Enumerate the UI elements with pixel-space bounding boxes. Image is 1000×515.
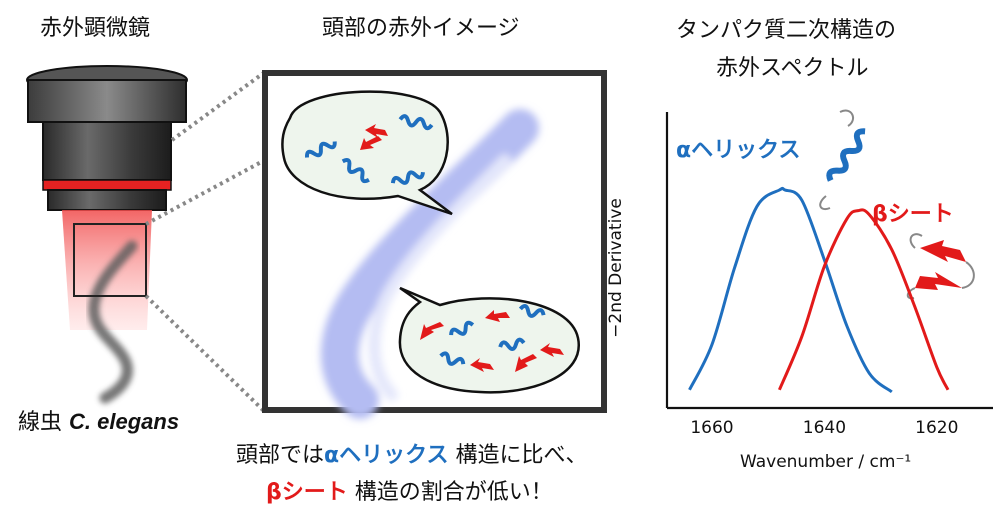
microscope-illustration bbox=[26, 65, 188, 330]
helix-label: αヘリックス bbox=[676, 132, 800, 164]
caption-helix-term: αヘリックス bbox=[324, 443, 449, 468]
x-tick-label: 1620 bbox=[915, 418, 958, 438]
caption-sheet-term: βシート bbox=[266, 480, 348, 505]
lower-bubble-structures bbox=[420, 304, 564, 372]
x-axis-label: Wavenumber / cm⁻¹ bbox=[740, 452, 912, 472]
worm-illustration bbox=[88, 240, 138, 404]
chart-series-group bbox=[688, 186, 950, 394]
ir-image-panel bbox=[262, 70, 607, 419]
ir-image-title: 頭部の赤外イメージ bbox=[322, 16, 520, 41]
beta-sheet-icon bbox=[906, 233, 975, 300]
series-line-helix bbox=[688, 186, 893, 394]
worm-label-species: C. elegans bbox=[69, 409, 180, 434]
caption-line1-prefix: 頭部では bbox=[236, 443, 325, 468]
caption-line1: 頭部ではαヘリックス 構造に比べ、 bbox=[236, 437, 587, 469]
zoom-connector-lines bbox=[144, 70, 267, 414]
x-tick-label: 1660 bbox=[690, 418, 733, 438]
caption-line1-suffix: 構造に比べ、 bbox=[448, 443, 588, 468]
chart-axes bbox=[665, 112, 993, 410]
y-axis-label: −2nd Derivative bbox=[606, 198, 626, 338]
worm-label-prefix: 線虫 bbox=[18, 410, 63, 435]
series-line-sheet bbox=[778, 208, 950, 391]
upper-bubble-structures bbox=[305, 114, 434, 185]
x-tick-label: 1640 bbox=[803, 418, 846, 438]
worm-label: 線虫 C. elegans bbox=[18, 404, 179, 436]
spectrum-title-line2: 赤外スペクトル bbox=[716, 56, 869, 81]
sheet-label-text: βシート bbox=[872, 202, 954, 227]
sheet-label: βシート bbox=[872, 196, 954, 228]
zoom-region-box bbox=[73, 223, 147, 297]
caption-line2: βシート 構造の割合が低い！ bbox=[266, 474, 553, 506]
spectrum-title-line1: タンパク質二次構造の bbox=[676, 18, 897, 43]
helix-icon bbox=[819, 109, 866, 210]
caption-line2-suffix: 構造の割合が低い！ bbox=[347, 480, 553, 505]
helix-label-text: αヘリックス bbox=[676, 138, 801, 163]
microscope-title: 赤外顕微鏡 bbox=[40, 16, 151, 41]
chart-ticks-group: 1660 1640 1620 bbox=[690, 418, 958, 438]
